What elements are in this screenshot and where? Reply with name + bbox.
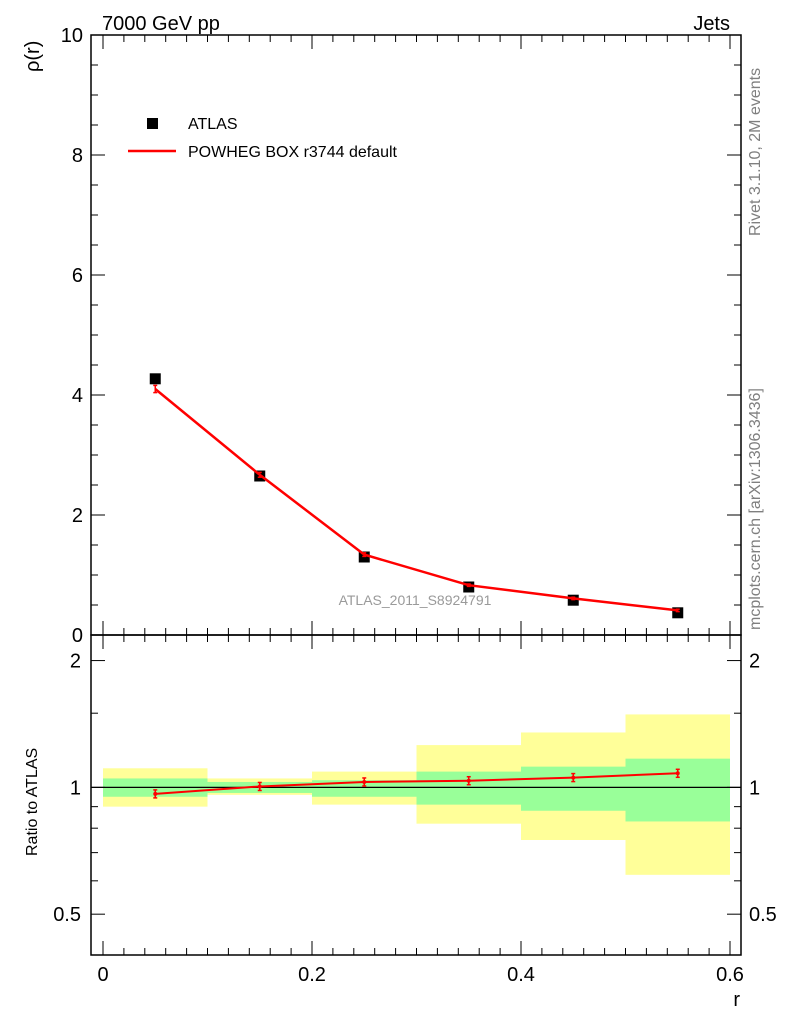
mc-series-line xyxy=(154,388,678,612)
x-tick-label: 0.6 xyxy=(716,964,744,986)
legend-marker-atlas xyxy=(147,118,158,129)
ratio-point xyxy=(362,779,367,784)
legend-label-atlas: ATLAS xyxy=(188,116,238,133)
main-y-tick-label: 4 xyxy=(72,385,83,407)
x-tick-label: 0.2 xyxy=(298,964,326,986)
ratio-y-tick-label-right: 2 xyxy=(749,651,760,673)
ratio-y-tick-label-right: 0.5 xyxy=(749,904,777,926)
ratio-point xyxy=(675,771,680,776)
ratio-inner-band xyxy=(625,758,730,822)
ratio-series-line xyxy=(155,772,678,795)
header-right-label: Jets xyxy=(693,13,730,35)
rivet-version-label: Rivet 3.1.10, 2M events xyxy=(747,68,764,236)
mcplots-reference-label: mcplots.cern.ch [arXiv:1306.3436] xyxy=(747,388,764,630)
ratio-inner-band xyxy=(312,780,417,797)
ratio-point xyxy=(466,778,471,783)
ratio-y-tick-label-left: 0.5 xyxy=(53,904,81,926)
plot-frames: 0 2 4 6 8 10 0 0.2 0.4 0.6 0.5 0.5 1 1 2 2 xyxy=(53,25,777,986)
ratio-y-tick-label-left: 2 xyxy=(70,651,81,673)
main-y-tick-label: 6 xyxy=(72,265,83,287)
legend: ATLAS POWHEG BOX r3744 default xyxy=(128,116,398,161)
x-axis-label: r xyxy=(733,989,740,1011)
legend-label-mc: POWHEG BOX r3744 default xyxy=(188,144,398,161)
data-point-atlas xyxy=(149,373,161,385)
main-y-tick-label: 0 xyxy=(72,625,83,647)
x-tick-label: 0 xyxy=(97,964,108,986)
ratio-point xyxy=(153,791,158,796)
data-point-atlas xyxy=(672,607,684,619)
ratio-y-axis-label: Ratio to ATLAS xyxy=(24,748,41,856)
main-y-tick-label: 10 xyxy=(61,25,83,47)
ratio-point xyxy=(571,775,576,780)
main-y-tick-label: 8 xyxy=(72,145,83,167)
ratio-y-tick-label-right: 1 xyxy=(749,777,760,799)
x-tick-label: 0.4 xyxy=(507,964,535,986)
main-plot-area xyxy=(149,373,684,619)
analysis-watermark: ATLAS_2011_S8924791 xyxy=(339,592,492,608)
ratio-point xyxy=(257,784,262,789)
ratio-plot-area xyxy=(91,714,741,875)
ratio-y-tick-label-left: 1 xyxy=(70,777,81,799)
main-y-tick-label: 2 xyxy=(72,505,83,527)
main-y-axis-label: ρ(r) xyxy=(22,41,44,72)
header-left-label: 7000 GeV pp xyxy=(102,13,220,35)
